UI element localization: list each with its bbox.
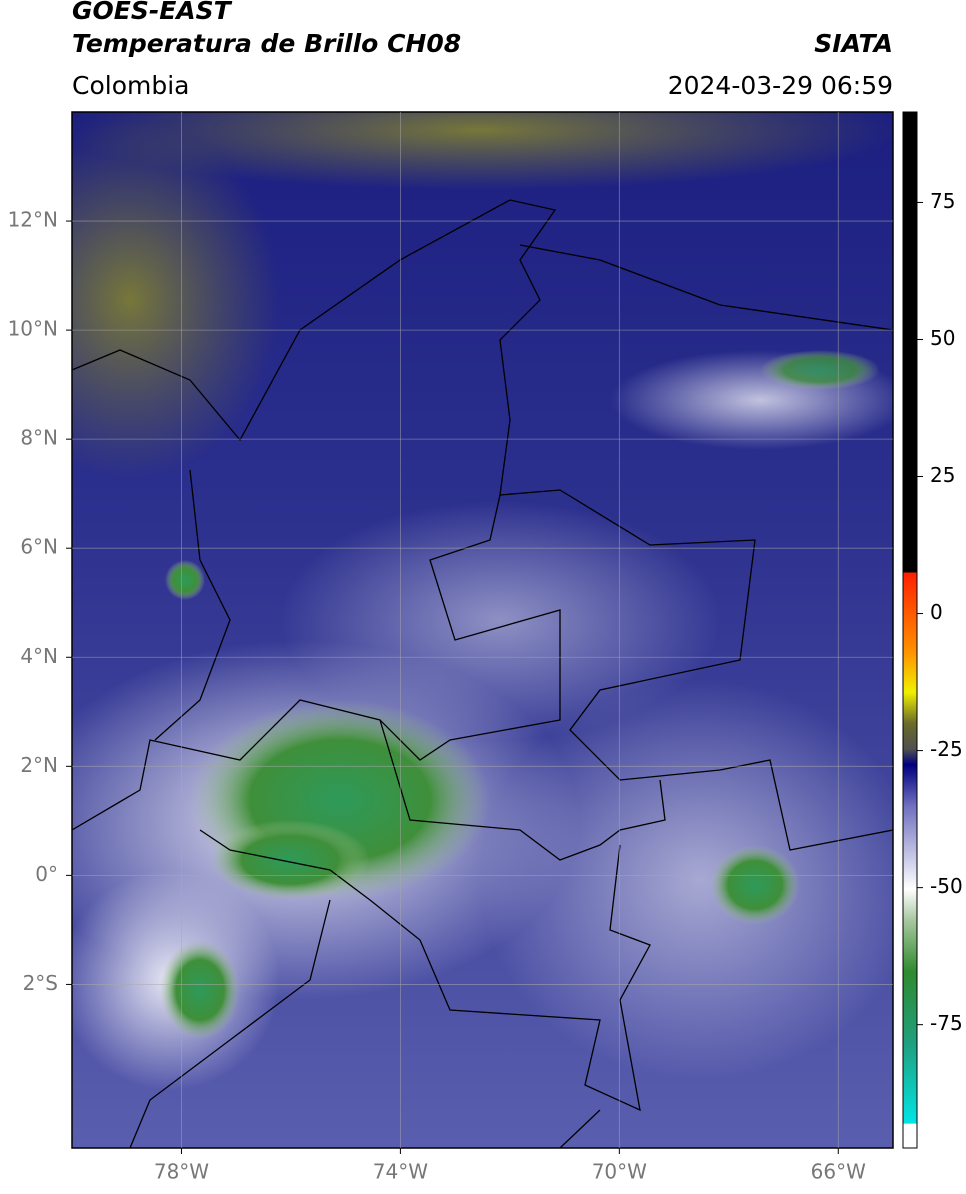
source: SIATA <box>814 29 893 58</box>
x-tick-label: 74°W <box>373 1160 428 1184</box>
y-tick-label: 8°N <box>20 426 58 450</box>
x-tick-label: 66°W <box>811 1160 866 1184</box>
y-tick-label: 6°N <box>20 535 58 559</box>
colorbar-tick-label: 50 <box>930 326 955 350</box>
borders <box>72 199 893 1148</box>
map-frame <box>71 111 894 1149</box>
region: Colombia <box>72 71 189 100</box>
colorbar-tick-label: 25 <box>930 463 955 487</box>
timestamp: 2024-03-29 06:59 <box>668 71 893 100</box>
x-tick-label: 70°W <box>592 1160 647 1184</box>
y-tick-label: 0° <box>35 862 58 886</box>
colorbar-tick-label: 75 <box>930 189 955 213</box>
satellite-image <box>72 112 893 1148</box>
colorbar-tick-label: 0 <box>930 600 943 624</box>
colorbar-tick-label: -25 <box>930 737 963 761</box>
y-tick-label: 2°N <box>20 753 58 777</box>
y-tick-label: 2°S <box>23 971 58 995</box>
y-tick-label: 10°N <box>8 317 58 341</box>
title: Temperatura de Brillo CH08 <box>72 29 461 58</box>
colorbar-tick-label: -75 <box>930 1011 963 1035</box>
colorbar-tick-label: -50 <box>930 874 963 898</box>
colorbar <box>902 111 918 1149</box>
y-tick-label: 4°N <box>20 644 58 668</box>
title: GOES-EAST <box>72 0 233 25</box>
y-tick-label: 12°N <box>8 208 58 232</box>
x-tick-label: 78°W <box>154 1160 209 1184</box>
